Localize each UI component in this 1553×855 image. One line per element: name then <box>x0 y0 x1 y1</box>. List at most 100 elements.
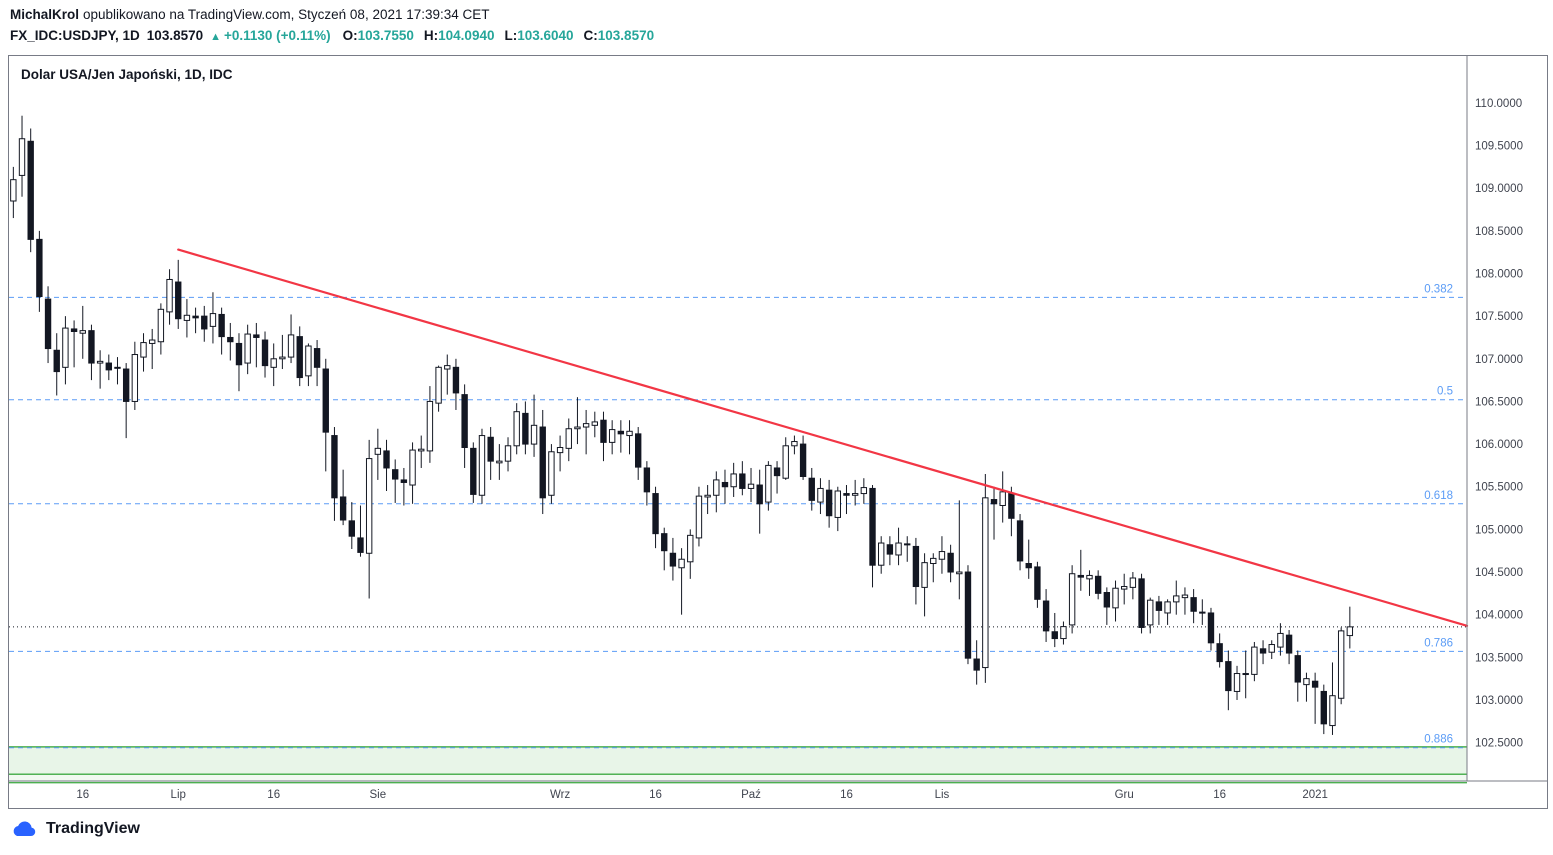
candle-body <box>973 658 980 671</box>
candle-body <box>652 493 659 535</box>
candle-body <box>765 464 772 503</box>
candle-body <box>617 430 625 435</box>
candle-body <box>313 348 321 368</box>
candle-body <box>1346 626 1354 637</box>
open-pair: O:103.7550 <box>343 28 414 43</box>
candle-body <box>149 339 156 344</box>
time-tick-label: Lip <box>171 789 186 801</box>
candle-body <box>1016 520 1024 562</box>
candle-body <box>1042 600 1050 632</box>
candle-body <box>452 366 460 394</box>
candle-body <box>1216 643 1223 663</box>
candle-body <box>582 423 590 428</box>
candle-body <box>36 238 43 298</box>
price-tick-label: 103.5000 <box>1475 652 1523 664</box>
low-pair: L:103.6040 <box>504 28 573 43</box>
candle-body <box>930 557 937 565</box>
candle-body <box>105 362 112 371</box>
candle-body <box>947 552 954 573</box>
candle-body <box>244 333 251 364</box>
candle-body <box>921 562 928 588</box>
price-tick-label: 109.0000 <box>1475 183 1523 195</box>
candle-body <box>140 342 147 358</box>
candle-body <box>1112 587 1119 609</box>
candle-body <box>982 497 989 669</box>
price-tick-label: 105.5000 <box>1475 482 1523 494</box>
fib-label: 0.886 <box>1424 734 1453 746</box>
candle-body <box>157 308 165 343</box>
time-tick-label: 16 <box>649 789 662 801</box>
candle-body <box>339 496 347 521</box>
candle-body <box>1034 566 1041 600</box>
candle-body <box>253 334 260 338</box>
quote-bar: FX_IDC:USDJPY, 1D 103.8570 ▲ +0.1130 (+0.… <box>10 28 664 43</box>
candle-body <box>548 451 555 496</box>
byline: MichalKrol opublikowano na TradingView.co… <box>10 7 664 22</box>
candle-body <box>79 330 86 334</box>
price-tick-label: 107.0000 <box>1475 354 1523 366</box>
candle-body <box>227 336 234 343</box>
candle-body <box>713 479 720 496</box>
tradingview-brand[interactable]: TradingView <box>46 820 140 837</box>
candle-body <box>478 435 486 496</box>
candle-body <box>44 298 52 350</box>
high-value: 104.0940 <box>438 28 495 43</box>
candle-body <box>435 366 442 404</box>
candle-body <box>1303 678 1310 686</box>
candle-body <box>1311 680 1319 688</box>
candle-body <box>756 484 763 505</box>
price-tick-label: 102.5000 <box>1475 738 1523 750</box>
candle-body <box>565 428 572 449</box>
time-tick-label: 2021 <box>1302 789 1328 801</box>
candle-body <box>791 441 798 447</box>
candle-body <box>635 433 642 468</box>
candle-body <box>1051 631 1058 640</box>
candle-body <box>886 544 894 555</box>
candle-body <box>860 487 868 495</box>
candle-body <box>1337 630 1345 699</box>
candle-body <box>574 426 581 430</box>
candle-body <box>383 450 390 469</box>
candle-body <box>626 430 633 437</box>
candle-body <box>1121 586 1128 590</box>
candle-body <box>721 481 729 488</box>
candle-body <box>843 493 850 496</box>
candle-body <box>1155 601 1163 611</box>
candle-body <box>938 551 946 560</box>
time-tick-label: 16 <box>267 789 280 801</box>
candle-body <box>218 313 225 338</box>
time-tick-label: 16 <box>76 789 89 801</box>
candle-body <box>192 315 199 319</box>
change-value: +0.1130 (+0.11%) <box>224 28 331 43</box>
candle-body <box>956 571 963 575</box>
candle-body <box>53 349 60 373</box>
price-tick-label: 105.0000 <box>1475 524 1523 536</box>
candle-body <box>88 330 95 364</box>
price-tick-label: 108.5000 <box>1475 226 1523 238</box>
candle-body <box>470 447 477 495</box>
candle-body <box>1285 634 1293 654</box>
time-tick-label: Lis <box>935 789 950 801</box>
candle-body <box>201 315 208 330</box>
tradingview-cloud-logo-icon[interactable] <box>10 820 38 838</box>
high-label: H: <box>423 28 439 43</box>
candle-body <box>270 358 277 368</box>
candle-body <box>1190 597 1197 612</box>
chart-canvas: 0.382 0.5 0.618 0.786 0.886 110.0000 109.5000 1… <box>9 56 1547 801</box>
candle-body <box>426 400 434 452</box>
candle-body <box>504 445 512 462</box>
candle-body <box>739 473 746 489</box>
footer: TradingView <box>10 820 140 838</box>
candle-body <box>131 354 139 402</box>
candle-body <box>235 342 243 366</box>
candle-body <box>357 537 364 553</box>
candle-body <box>1138 578 1145 628</box>
candle-body <box>1086 574 1093 580</box>
open-value: 103.7550 <box>357 28 414 43</box>
time-tick-label: 16 <box>840 789 853 801</box>
candle-body <box>773 467 781 477</box>
candle-body <box>1173 595 1180 603</box>
candle-body <box>556 447 564 454</box>
low-label: L: <box>504 28 518 43</box>
candle-body <box>1294 655 1301 683</box>
